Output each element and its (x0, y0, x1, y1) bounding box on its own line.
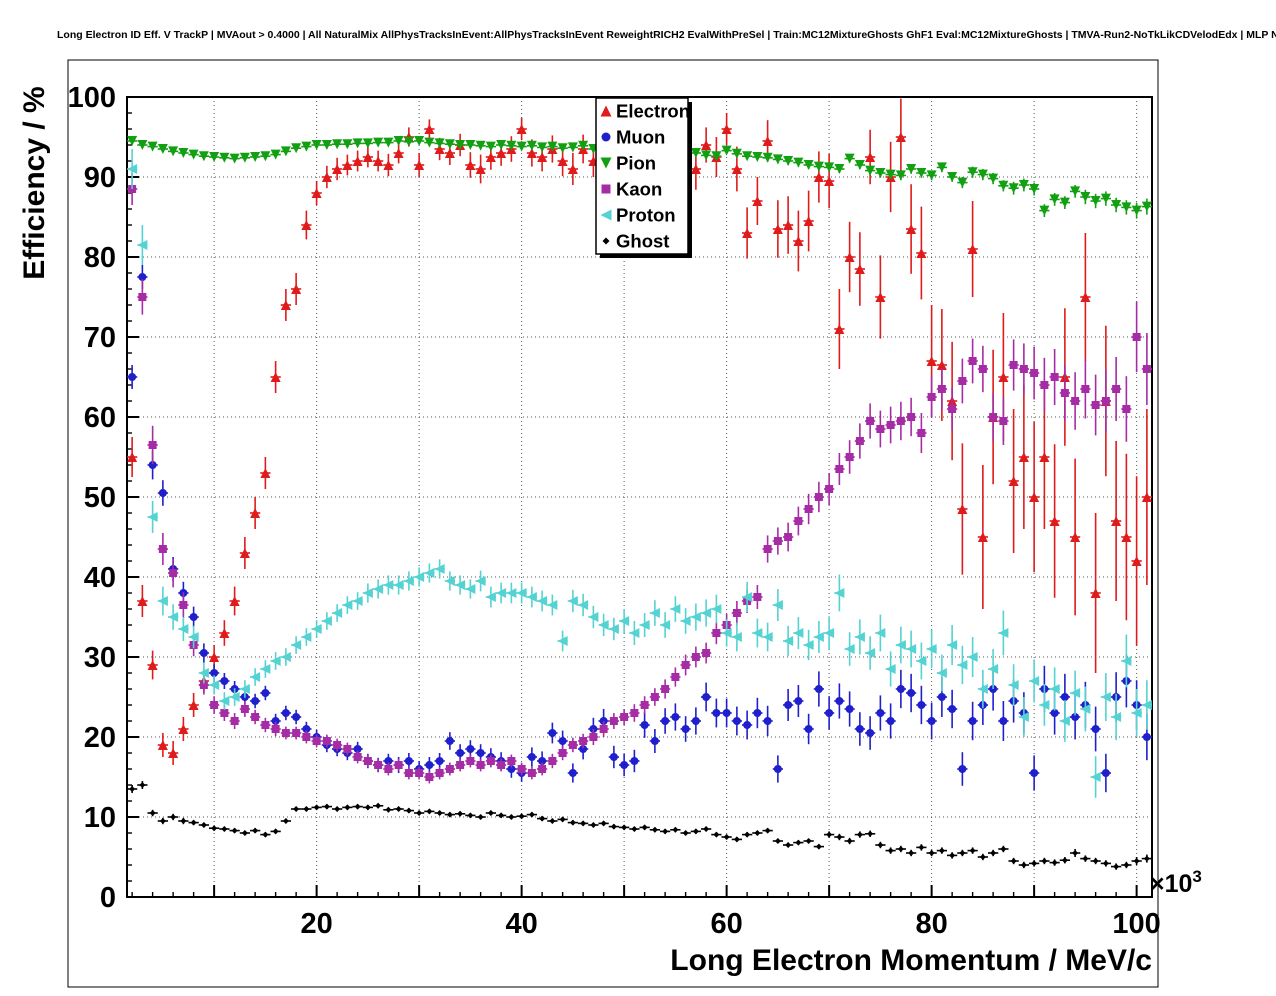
series-kaon (127, 173, 1152, 784)
svg-text:20: 20 (300, 908, 332, 940)
svg-text:60: 60 (710, 908, 742, 940)
x-axis-exponent: ×103 (1150, 867, 1202, 898)
series-proton (127, 149, 1152, 798)
svg-text:10: 10 (84, 802, 116, 834)
svg-text:90: 90 (84, 162, 116, 194)
series-ghost (127, 781, 1152, 870)
svg-text:40: 40 (505, 908, 537, 940)
svg-text:40: 40 (84, 562, 116, 594)
legend-entry-muon: Muon (601, 127, 665, 148)
svg-text:0: 0 (100, 882, 116, 914)
svg-text:100: 100 (1112, 908, 1160, 940)
svg-text:80: 80 (915, 908, 947, 940)
legend-box (595, 97, 689, 255)
legend-entry-proton: Proton (600, 205, 676, 226)
pad-border (67, 59, 1159, 988)
legend-label-muon: Muon (616, 127, 665, 148)
legend-entry-electron: Electron (600, 101, 690, 122)
svg-text:70: 70 (84, 322, 116, 354)
svg-text:80: 80 (84, 242, 116, 274)
legend-label-electron: Electron (616, 101, 690, 122)
legend-entry-ghost: Ghost (602, 231, 669, 252)
legend-entry-pion: Pion (600, 153, 656, 174)
x-axis-title: Long Electron Momentum / MeV/c (670, 944, 1152, 977)
y-axis-title: Efficiency / % (18, 86, 51, 279)
svg-text:100: 100 (68, 82, 116, 114)
axis-tick-labels: 20 40 60 80 100 0 10 20 30 40 50 60 70 80 90 100 (68, 82, 1161, 940)
legend-label-kaon: Kaon (616, 179, 662, 200)
svg-text:30: 30 (84, 642, 116, 674)
svg-text:20: 20 (84, 722, 116, 754)
legend-label-proton: Proton (616, 205, 676, 226)
axis-ticks (127, 96, 1138, 897)
legend-entry-kaon: Kaon (601, 179, 662, 200)
svg-text:60: 60 (84, 402, 116, 434)
legend-label-pion: Pion (616, 153, 656, 174)
plot-title: Long Electron ID Eff. V TrackP | MVAout … (57, 29, 1276, 41)
legend: Electron Muon Pion Kaon Proton Ghost (595, 97, 692, 258)
svg-text:50: 50 (84, 482, 116, 514)
legend-label-ghost: Ghost (616, 231, 669, 252)
